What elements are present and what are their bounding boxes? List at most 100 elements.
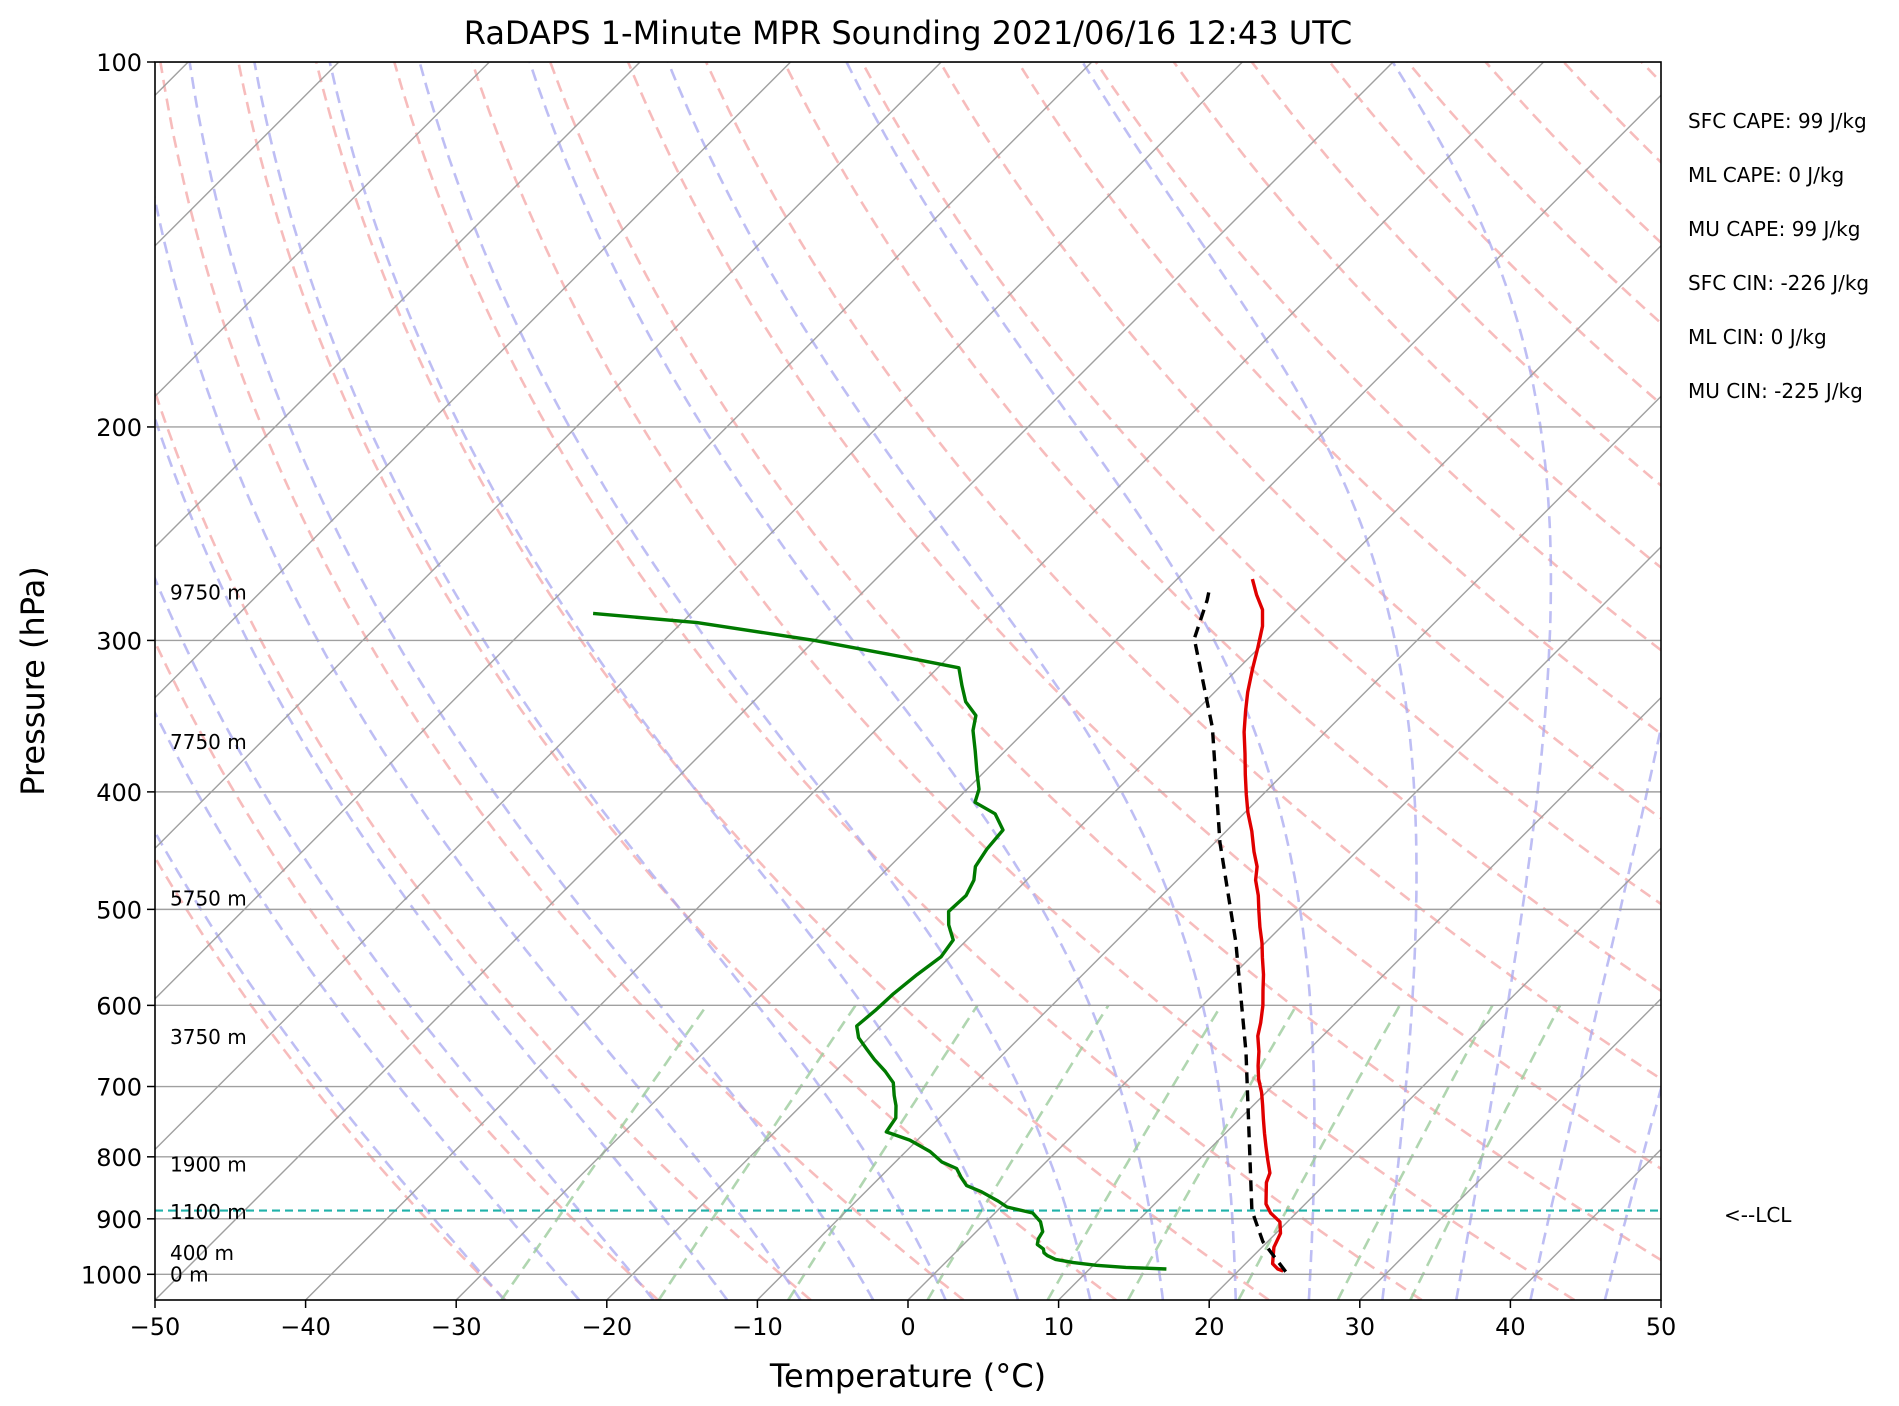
moist-adiabat-line [155, 829, 506, 1300]
isotherm-line [155, 62, 641, 548]
height-label: 1100 m [170, 1200, 247, 1224]
y-tick-label: 900 [96, 1206, 142, 1234]
height-label: 0 m [170, 1262, 209, 1286]
height-label: 7750 m [170, 730, 247, 754]
x-tick-label: 0 [900, 1313, 915, 1341]
moist-adiabat-line [253, 62, 947, 1300]
y-tick-label: 700 [96, 1074, 142, 1102]
isotherm-line [756, 395, 1661, 1300]
dry-adiabat-line [155, 639, 659, 1300]
moist-adiabat-line [666, 62, 1237, 1300]
background-lines [155, 62, 1661, 1300]
mixing-ratio-line [1409, 1004, 1562, 1300]
isotherm-line [1058, 696, 1661, 1300]
parcel-trace [1192, 588, 1288, 1273]
isotherm-line [155, 62, 490, 398]
x-tick-label: 40 [1495, 1313, 1526, 1341]
isotherm-line [155, 62, 1243, 1151]
height-label: 400 m [170, 1241, 234, 1265]
x-axis-ticks: −50 −40 −30 −20 −10 0 10 20 30 40 50 [130, 1300, 1677, 1341]
height-label: 9750 m [170, 581, 247, 605]
isotherm-line [155, 62, 1394, 1300]
isotherm-line [155, 62, 792, 699]
isotherm-line [907, 546, 1661, 1300]
moist-adiabat-line [1081, 62, 1418, 1300]
x-tick-label: −20 [581, 1313, 632, 1341]
y-tick-label: 400 [96, 779, 142, 807]
dry-adiabat-line [237, 62, 1117, 1300]
annotation-text: MU CAPE: 99 J/kg [1688, 217, 1860, 241]
x-tick-label: −50 [130, 1313, 181, 1341]
isotherm-line [455, 94, 1661, 1300]
x-tick-label: −30 [431, 1313, 482, 1341]
mixing-ratio-line [657, 1004, 857, 1300]
y-tick-label: 800 [96, 1144, 142, 1172]
dry-adiabat-line [155, 854, 507, 1300]
isotherm-line [1208, 847, 1661, 1300]
mixing-ratio-line [1126, 1004, 1298, 1300]
x-tick-label: 20 [1194, 1313, 1225, 1341]
isotherm-line [1359, 997, 1661, 1300]
lcl-label: <--LCL [1724, 1203, 1792, 1227]
isotherm-line [606, 244, 1661, 1300]
moist-adiabat-line [528, 62, 1165, 1300]
dry-adiabat-line [704, 62, 1661, 1081]
mixing-ratio-line [926, 1004, 1110, 1300]
moist-adiabat-line [845, 62, 1316, 1300]
height-label: 1900 m [170, 1153, 247, 1177]
x-tick-label: −40 [280, 1313, 331, 1341]
x-tick-label: −10 [732, 1313, 783, 1341]
dry-adiabat-line [315, 62, 1270, 1300]
isotherm-line [155, 62, 1093, 1000]
annotation-text: ML CAPE: 0 J/kg [1688, 163, 1844, 187]
dry-adiabat-line [1016, 62, 1661, 736]
mixing-ratio-line [787, 1004, 979, 1300]
moist-adiabat-line [155, 414, 729, 1300]
moist-adiabat-line [155, 193, 802, 1300]
y-tick-label: 100 [96, 49, 142, 77]
cape-cin-annotations: SFC CAPE: 99 J/kg ML CAPE: 0 J/kg MU CAPE:… [1688, 109, 1869, 403]
height-label: 3750 m [170, 1025, 247, 1049]
dry-adiabat-line [155, 387, 812, 1300]
x-tick-label: 30 [1345, 1313, 1376, 1341]
moist-adiabat-line [155, 575, 655, 1300]
x-tick-label: 50 [1646, 1313, 1677, 1341]
moist-adiabat-line [188, 62, 875, 1300]
annotation-text: SFC CAPE: 99 J/kg [1688, 109, 1867, 133]
dry-adiabat-line [470, 62, 1576, 1300]
moist-adiabat-line [155, 710, 581, 1300]
chart-title: RaDAPS 1-Minute MPR Sounding 2021/06/16 … [464, 14, 1352, 52]
dry-adiabat-line [159, 62, 965, 1300]
pressure-grid [155, 62, 1661, 1300]
x-tick-label: 10 [1043, 1313, 1074, 1341]
y-axis-ticks: 100 200 300 400 500 600 700 800 900 1000 [81, 49, 155, 1289]
mixing-ratio-line [500, 1004, 708, 1300]
moist-adiabat-line [418, 62, 1092, 1300]
annotation-text: SFC CIN: -226 J/kg [1688, 271, 1869, 295]
dry-adiabat-line [626, 62, 1661, 1171]
y-tick-label: 600 [96, 992, 142, 1020]
y-axis-label: Pressure (hPa) [14, 566, 52, 796]
height-label: 5750 m [170, 887, 247, 911]
annotation-text: MU CIN: -225 J/kg [1688, 379, 1863, 403]
y-tick-label: 300 [96, 627, 142, 655]
dry-adiabat-line [782, 62, 1661, 993]
sounding-traces [155, 578, 1661, 1273]
mixing-ratio-line [1237, 1004, 1401, 1300]
y-tick-label: 200 [96, 414, 142, 442]
moist-adiabat-line [328, 62, 1020, 1300]
isotherm-line [155, 62, 942, 850]
dry-adiabat-line [393, 62, 1423, 1300]
isotherm-line [305, 62, 1545, 1300]
mixing-ratio-line [1336, 1004, 1494, 1300]
moist-adiabat-line [1391, 62, 1553, 1300]
temperature-trace [1242, 578, 1284, 1273]
dewpoint-trace [592, 611, 1167, 1271]
annotation-text: ML CIN: 0 J/kg [1688, 325, 1827, 349]
y-tick-label: 500 [96, 896, 142, 924]
x-axis-label: Temperature (°C) [769, 1357, 1046, 1395]
moist-adiabat-line [1529, 721, 1661, 1300]
